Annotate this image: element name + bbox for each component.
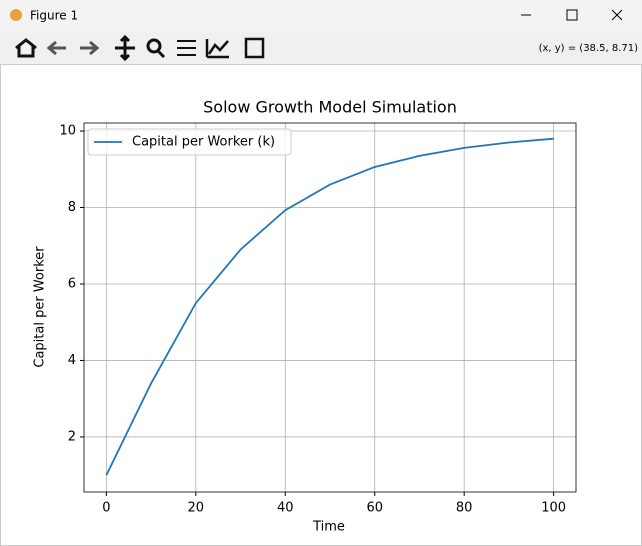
save-button[interactable]: [244, 37, 265, 59]
legend: Capital per Worker (k): [87, 128, 292, 156]
x-tick-label: 100: [541, 501, 566, 516]
zoom-button[interactable]: [146, 38, 166, 59]
y-tick-label: 2: [68, 429, 76, 444]
pan-button[interactable]: [115, 34, 135, 62]
coordinates: (x, y) = (38.5, 8.71): [539, 43, 639, 54]
toolbar: [0, 32, 642, 65]
x-tick-label: 40: [277, 501, 294, 516]
x-axis-label: Time: [312, 520, 345, 535]
y-tick-label: 4: [68, 353, 76, 368]
plot-area: 0 20 40 60 80 100 2 4 6 8 10 Capital per Worker (k): [59, 122, 577, 516]
data-line: [105, 137, 554, 476]
x-tick-label: 80: [456, 501, 473, 516]
close-button[interactable]: [611, 9, 623, 21]
x-tick-label: 60: [366, 501, 383, 516]
y-axis-label: Capital per Worker: [33, 246, 48, 368]
app-icon: [10, 9, 22, 21]
back-button[interactable]: [46, 40, 66, 56]
forward-button[interactable]: [80, 40, 100, 56]
y-tick-label: 8: [68, 200, 76, 215]
subplots-button[interactable]: [177, 40, 196, 56]
y-tick-label: 6: [68, 276, 76, 291]
home-button[interactable]: [15, 38, 37, 58]
legend-label: Capital per Worker (k): [132, 135, 275, 150]
chart-title: Solow Growth Model Simulation: [203, 98, 457, 117]
x-tick-label: 20: [188, 501, 205, 516]
maximize-button[interactable]: [566, 9, 578, 21]
title-bar: [0, 0, 642, 32]
y-tick-label: 10: [59, 124, 76, 139]
edit-axis-button[interactable]: [205, 39, 229, 59]
window-title: Figure 1: [30, 9, 78, 23]
legend-box: [87, 128, 292, 156]
x-tick-label: 0: [102, 501, 110, 516]
axes-frame: [83, 122, 577, 493]
